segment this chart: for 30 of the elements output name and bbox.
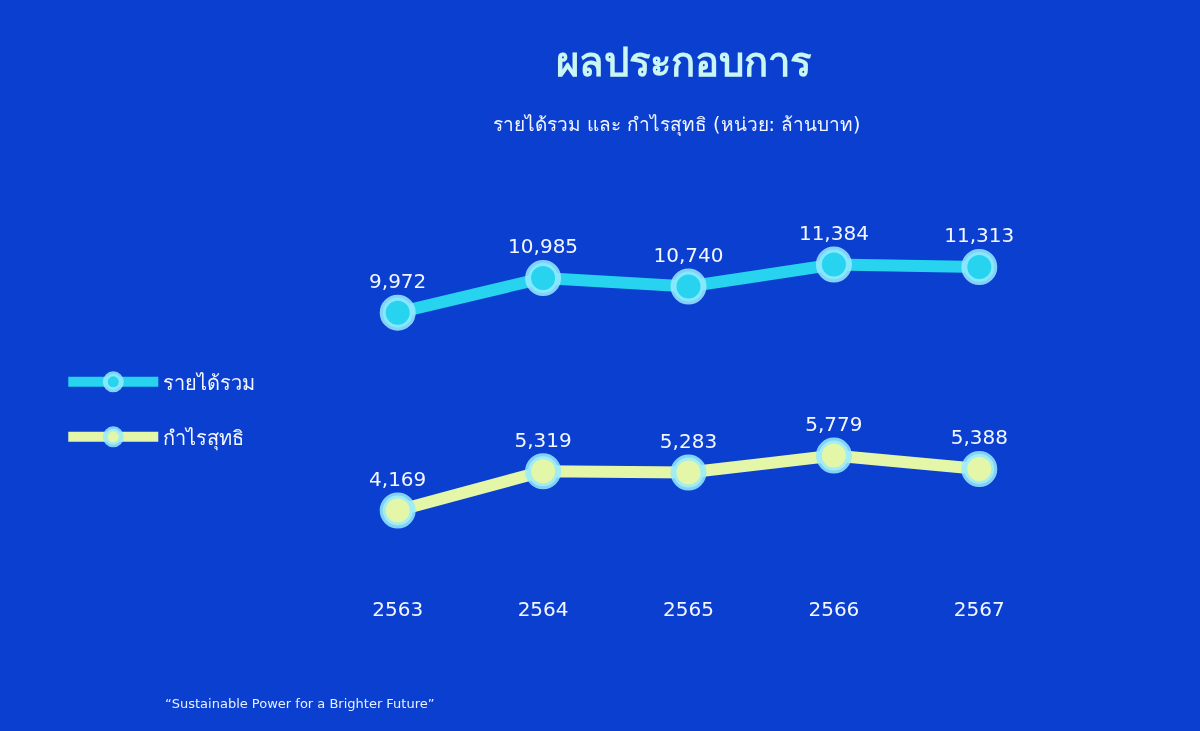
point <box>379 294 416 331</box>
x-tick-label: 2565 <box>663 597 714 621</box>
point <box>525 453 562 490</box>
data-label: 4,169 <box>369 466 427 491</box>
data-label: 5,779 <box>805 411 863 436</box>
x-tick-label: 2563 <box>372 597 424 621</box>
text: “Sustainable Power for a Brighter Future” <box>165 696 435 711</box>
data-label: 5,319 <box>514 427 572 452</box>
legend-label: กำไรสุทธิ <box>163 425 245 451</box>
chart-title: ผลประกอบการ <box>555 39 812 85</box>
data-label: 11,384 <box>798 220 869 245</box>
point <box>961 450 998 487</box>
point <box>815 437 852 474</box>
legend-label: รายได้รวม <box>163 370 256 395</box>
x-tick-label: 2567 <box>953 597 1005 621</box>
point <box>525 260 562 297</box>
data-label: 5,388 <box>950 425 1008 450</box>
point <box>670 268 707 305</box>
point <box>670 454 707 491</box>
data-label: 10,740 <box>653 242 724 267</box>
x-tick-label: 2566 <box>808 597 860 621</box>
data-label: 10,985 <box>508 234 579 259</box>
point <box>961 248 998 285</box>
data-label: 5,283 <box>659 428 718 453</box>
point <box>379 492 416 529</box>
x-tick-label: 2564 <box>517 597 569 621</box>
data-label: 11,313 <box>944 223 1015 248</box>
data-label: 9,972 <box>369 268 427 293</box>
point <box>815 246 852 283</box>
chart-subtitle: รายได้รวม และ กำไรสุทธิ (หน่วย: ล้านบาท) <box>493 113 861 137</box>
